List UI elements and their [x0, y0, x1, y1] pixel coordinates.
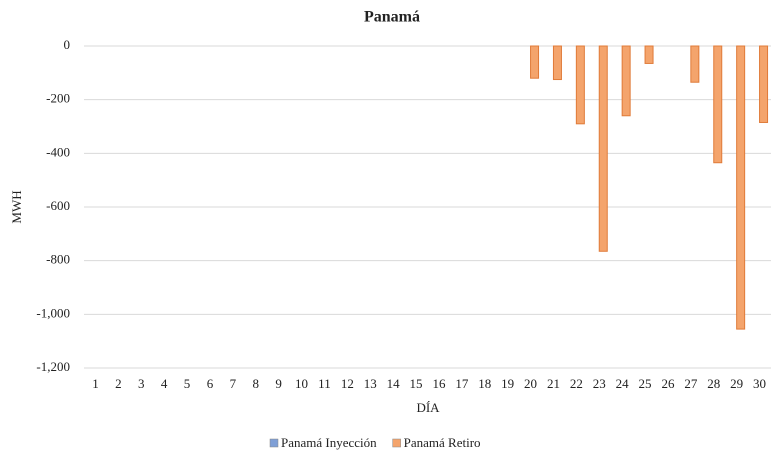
x-tick-label: 29: [730, 376, 743, 391]
bar: [575, 45, 585, 125]
x-tick-label: 22: [570, 376, 583, 391]
x-tick-label: 8: [253, 376, 260, 391]
y-tick-label: 0: [64, 37, 71, 52]
bar: [598, 45, 608, 252]
x-tick-label: 16: [432, 376, 446, 391]
bar: [736, 45, 746, 330]
x-tick-label: 7: [230, 376, 237, 391]
y-tick-label: -1,000: [36, 305, 70, 320]
x-tick-label: 10: [295, 376, 308, 391]
x-tick-label: 23: [593, 376, 606, 391]
bar: [759, 45, 769, 123]
x-tick-label: 12: [341, 376, 354, 391]
x-tick-label: 27: [684, 376, 698, 391]
y-tick-label: -400: [46, 144, 70, 159]
x-tick-label: 14: [387, 376, 401, 391]
legend-swatch: [392, 438, 401, 448]
y-axis-label: MWH: [9, 190, 24, 223]
x-tick-label: 2: [115, 376, 122, 391]
y-tick-label: -1,200: [36, 359, 70, 374]
x-tick-label: 25: [639, 376, 652, 391]
y-tick-label: -800: [46, 252, 70, 267]
x-tick-label: 15: [410, 376, 423, 391]
x-tick-label: 6: [207, 376, 214, 391]
bar: [690, 45, 700, 83]
bar: [644, 45, 654, 64]
x-tick-label: 13: [364, 376, 377, 391]
x-tick-label: 24: [616, 376, 630, 391]
x-tick-label: 3: [138, 376, 145, 391]
legend-label: Panamá Retiro: [404, 435, 481, 450]
x-tick-label: 4: [161, 376, 168, 391]
y-tick-label: -200: [46, 91, 70, 106]
x-tick-label: 28: [707, 376, 720, 391]
x-tick-label: 19: [501, 376, 514, 391]
x-tick-label: 9: [275, 376, 282, 391]
x-tick-label: 5: [184, 376, 191, 391]
x-axis-label: DÍA: [416, 400, 440, 415]
chart-title: Panamá: [364, 9, 420, 26]
x-tick-label: 26: [661, 376, 675, 391]
bar: [552, 45, 562, 81]
x-tick-label: 21: [547, 376, 560, 391]
bar: [713, 45, 723, 164]
bar: [621, 45, 631, 117]
bar: [530, 45, 540, 79]
x-tick-label: 30: [753, 376, 766, 391]
x-tick-label: 1: [92, 376, 99, 391]
x-tick-label: 18: [478, 376, 491, 391]
y-tick-label: -600: [46, 198, 70, 213]
legend-label: Panamá Inyección: [281, 435, 377, 450]
x-tick-label: 17: [455, 376, 469, 391]
x-tick-label: 20: [524, 376, 537, 391]
x-tick-label: 11: [318, 376, 331, 391]
legend-swatch: [269, 438, 279, 448]
